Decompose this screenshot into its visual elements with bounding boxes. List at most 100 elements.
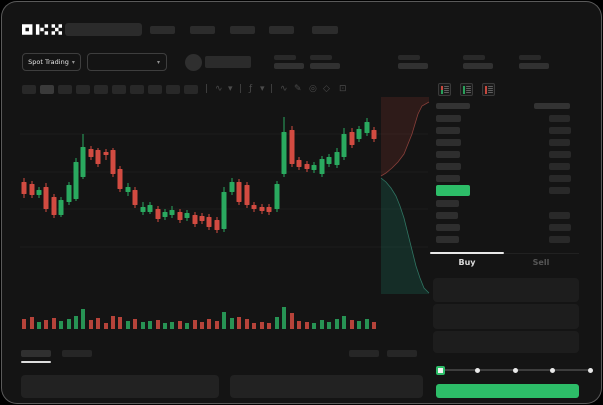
diamond-icon[interactable]: ◇ <box>323 84 330 94</box>
orders-table-placeholder <box>21 375 219 398</box>
stat-label-placeholder <box>274 55 296 60</box>
orderbook-view-bids-icon[interactable] <box>460 83 473 96</box>
toggle-row <box>484 85 493 88</box>
okx-logo <box>22 24 62 35</box>
indicators-icon[interactable]: ƒ <box>249 84 253 94</box>
slider-tick[interactable] <box>550 367 555 373</box>
timeframe-button[interactable] <box>40 85 54 94</box>
timeframe-button[interactable] <box>184 85 198 94</box>
bottom-action-placeholder[interactable] <box>349 350 379 357</box>
chevron-down-icon[interactable]: ▾ <box>260 84 265 94</box>
pair-dropdown[interactable]: ▾ <box>87 53 167 71</box>
draw-icon[interactable]: ✎ <box>294 84 302 94</box>
line-chart-icon[interactable]: ∿ <box>280 84 288 94</box>
toggle-row <box>462 85 471 88</box>
stat-label-placeholder <box>519 55 541 60</box>
toolbar-divider: | <box>205 84 209 94</box>
toggle-row <box>462 87 471 90</box>
toggle-row <box>484 87 493 90</box>
timeframe-button[interactable] <box>130 85 144 94</box>
active-tab-indicator <box>430 252 504 254</box>
stat-value-placeholder <box>274 63 304 69</box>
ask-amount-placeholder <box>549 151 571 158</box>
history-tab[interactable] <box>62 350 92 357</box>
toggle-row <box>484 89 493 92</box>
fullscreen-icon[interactable]: ⊡ <box>339 84 347 94</box>
toggle-row <box>484 91 493 94</box>
chevron-down-icon: ▾ <box>156 58 160 66</box>
stat-label-placeholder <box>398 55 420 60</box>
buy-submit-button[interactable] <box>436 384 579 398</box>
tab-buy[interactable]: Buy <box>458 258 476 267</box>
bottom-tab-underline <box>21 361 51 363</box>
candle-type-icon[interactable]: ∿ <box>215 84 223 94</box>
chevron-down-icon: ▾ <box>71 58 75 66</box>
toolbar-divider: | <box>239 84 243 94</box>
last-amount-placeholder <box>549 187 570 194</box>
timeframe-button[interactable] <box>94 85 108 94</box>
ask-amount-placeholder <box>549 115 570 122</box>
slider-handle[interactable] <box>436 366 445 375</box>
order-price-field[interactable] <box>433 278 579 302</box>
ask-price-placeholder[interactable] <box>436 127 460 134</box>
orderbook-price-header <box>436 103 470 109</box>
toggle-row <box>440 87 449 90</box>
ask-price-placeholder[interactable] <box>436 115 461 122</box>
stat-label-placeholder <box>310 55 332 60</box>
tab-divider <box>430 253 579 254</box>
search-bar[interactable] <box>65 23 142 36</box>
nav-item-placeholder[interactable] <box>312 26 338 34</box>
market-type-dropdown[interactable]: Spot Trading ▾ <box>22 53 81 71</box>
toggle-row <box>462 91 471 94</box>
nav-item-placeholder[interactable] <box>150 26 175 34</box>
bid-amount-placeholder <box>549 212 570 219</box>
bid-amount-placeholder <box>549 224 571 231</box>
toggle-row <box>462 89 471 92</box>
toggle-row <box>440 85 449 88</box>
timeframe-button[interactable] <box>112 85 126 94</box>
nav-item-placeholder[interactable] <box>190 26 215 34</box>
ask-price-placeholder[interactable] <box>436 175 460 182</box>
bid-price-placeholder[interactable] <box>436 236 459 243</box>
nav-item-placeholder[interactable] <box>230 26 255 34</box>
ask-price-placeholder[interactable] <box>436 163 461 170</box>
ask-amount-placeholder <box>549 139 570 146</box>
ask-amount-placeholder <box>549 127 571 134</box>
timeframe-button[interactable] <box>58 85 72 94</box>
orderbook-view-asks-icon[interactable] <box>482 83 495 96</box>
timeframe-button[interactable] <box>148 85 162 94</box>
bid-amount-placeholder <box>549 236 570 243</box>
nav-item-placeholder[interactable] <box>269 26 294 34</box>
toggle-row <box>440 91 449 94</box>
ask-price-placeholder[interactable] <box>436 139 461 146</box>
slider-tick[interactable] <box>587 367 593 373</box>
bid-price-placeholder[interactable] <box>436 212 458 219</box>
bid-price-placeholder[interactable] <box>436 224 460 231</box>
coin-icon <box>185 54 202 71</box>
stat-label-placeholder <box>463 55 485 60</box>
timeframe-button[interactable] <box>22 85 36 94</box>
tab-sell[interactable]: Sell <box>532 258 550 267</box>
chevron-down-icon[interactable]: ▾ <box>228 84 233 94</box>
camera-icon[interactable]: ◎ <box>309 84 317 94</box>
orderbook-amount-header <box>534 103 570 109</box>
timeframe-button[interactable] <box>166 85 180 94</box>
stat-value-placeholder <box>463 63 493 69</box>
orderbook-view-combined-icon[interactable] <box>438 83 451 96</box>
ask-amount-placeholder <box>549 163 570 170</box>
bid-price-placeholder[interactable] <box>436 200 459 207</box>
timeframe-button[interactable] <box>76 85 90 94</box>
toggle-row <box>440 89 449 92</box>
ask-amount-placeholder <box>549 175 571 182</box>
slider-tick[interactable] <box>475 367 480 373</box>
stat-value-placeholder <box>398 63 428 69</box>
last-price-badge <box>436 185 470 196</box>
ask-price-placeholder[interactable] <box>436 151 460 158</box>
bottom-action-placeholder[interactable] <box>387 350 417 357</box>
orders-tab[interactable] <box>21 350 51 357</box>
order-total-field[interactable] <box>433 331 579 353</box>
slider-tick[interactable] <box>512 367 518 373</box>
order-amount-field[interactable] <box>433 304 579 329</box>
